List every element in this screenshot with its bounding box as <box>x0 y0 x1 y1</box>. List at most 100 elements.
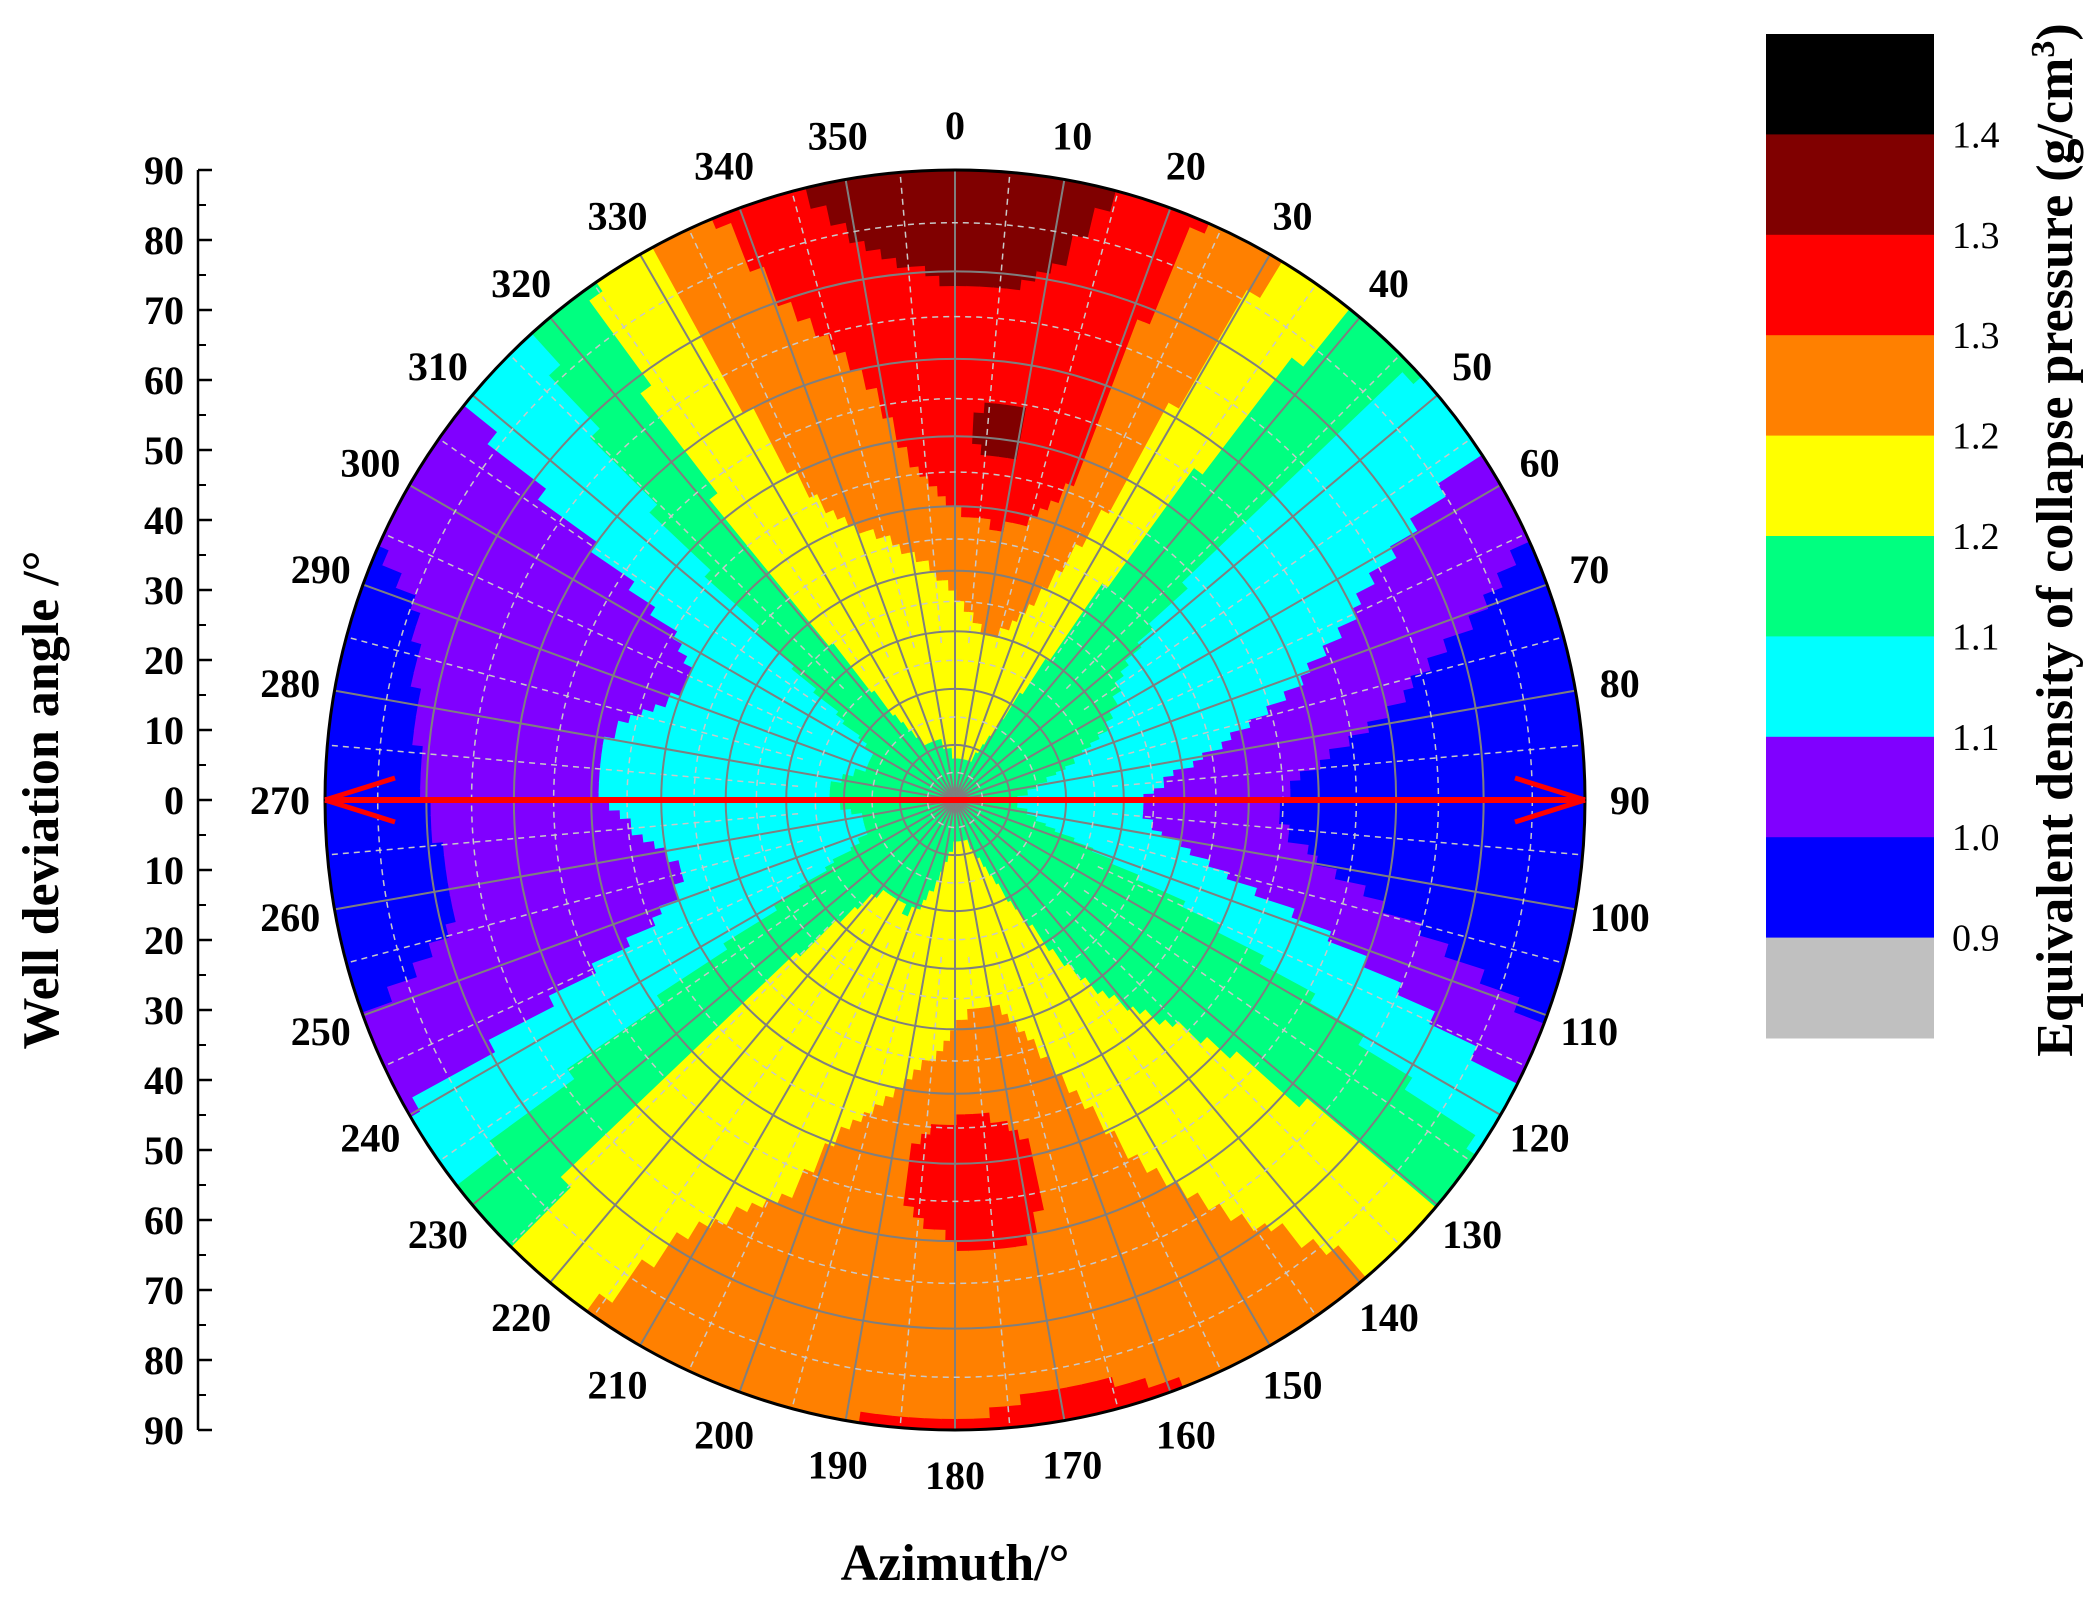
azimuth-tick-label: 230 <box>408 1212 468 1257</box>
azimuth-tick-label: 210 <box>588 1363 648 1408</box>
grid-spoke-minor <box>1083 889 1472 1162</box>
grid-spoke-minor <box>327 812 799 856</box>
deviation-tick-label: 50 <box>144 428 184 473</box>
azimuth-tick-label: 50 <box>1452 344 1492 389</box>
grid-spoke <box>954 799 1502 1116</box>
grid-spoke-minor <box>346 636 804 760</box>
deviation-tick-label: 10 <box>144 708 184 753</box>
grid-spoke-minor <box>383 533 813 735</box>
azimuth-tick-label: 130 <box>1442 1212 1502 1257</box>
colorbar-tick-label: 1.4 <box>1952 114 2000 156</box>
grid-spoke <box>954 394 1439 801</box>
grid-spoke <box>738 799 956 1393</box>
grid-spoke <box>954 583 1548 801</box>
deviation-tick-label: 20 <box>144 918 184 963</box>
colorbar-tick-label: 1.2 <box>1952 416 2000 458</box>
grid-spoke <box>954 207 1172 801</box>
grid-spoke-minor <box>1106 840 1564 964</box>
deviation-tick-label: 0 <box>164 778 184 823</box>
deviation-tick-label: 90 <box>144 148 184 193</box>
grid-spoke <box>639 799 956 1347</box>
grid-spoke <box>471 394 956 801</box>
deviation-tick-label: 70 <box>144 288 184 333</box>
polar-plot: 0 10 20 30 40 50 60 70 80 90 100 110 120 130 140 150 160… <box>250 103 1650 1498</box>
grid-spoke <box>362 583 956 801</box>
grid-spoke <box>549 799 956 1284</box>
azimuth-tick-labels: 0 10 20 30 40 50 60 70 80 90 100 110 120 130 140 150 160… <box>250 103 1650 1498</box>
deviation-tick-label: 40 <box>144 1058 184 1103</box>
grid-spoke-minor <box>383 865 813 1067</box>
deviation-tick-label: 70 <box>144 1268 184 1313</box>
azimuth-tick-label: 150 <box>1263 1363 1323 1408</box>
grid-spoke-minor <box>1044 928 1317 1317</box>
azimuth-tick-label: 340 <box>694 144 754 189</box>
azimuth-tick-label: 70 <box>1569 547 1609 592</box>
grid-spoke-minor <box>995 191 1119 649</box>
colorbar-segment <box>1766 636 1934 738</box>
deviation-tick-label: 80 <box>144 1338 184 1383</box>
azimuth-tick-label: 20 <box>1166 144 1206 189</box>
azimuth-tick-label: 0 <box>945 103 965 148</box>
grid-spoke <box>954 689 1576 801</box>
grid-spoke <box>954 179 1066 801</box>
grid-spoke-minor <box>1020 228 1222 658</box>
grid-spoke <box>408 484 956 801</box>
grid-spoke <box>639 253 956 801</box>
azimuth-tick-label: 90 <box>1610 778 1650 823</box>
azimuth-tick-label: 310 <box>408 344 468 389</box>
azimuth-tick-label: 40 <box>1369 261 1409 306</box>
grid-spoke-minor <box>1111 812 1583 856</box>
azimuth-tick-label: 240 <box>340 1116 400 1161</box>
azimuth-tick-label: 110 <box>1560 1009 1618 1054</box>
colorbar-segment <box>1766 837 1934 939</box>
grid-spoke <box>334 689 956 801</box>
grid-spoke <box>954 799 1439 1206</box>
x-axis-title: Azimuth/° <box>841 1535 1070 1592</box>
deviation-axis: 90 80 70 60 50 40 30 20 10 0 10 20 30 40 50 60 70 80 90 <box>144 148 212 1453</box>
grid-spoke <box>471 799 956 1206</box>
azimuth-tick-label: 60 <box>1520 441 1560 486</box>
azimuth-tick-label: 320 <box>491 261 551 306</box>
deviation-tick-label: 40 <box>144 498 184 543</box>
grid-spoke <box>954 799 1172 1393</box>
azimuth-tick-label: 270 <box>250 778 310 823</box>
azimuth-tick-label: 290 <box>291 547 351 592</box>
deviation-tick-label: 90 <box>144 1408 184 1453</box>
colorbar-segment <box>1766 134 1934 236</box>
grid-spoke <box>738 207 956 801</box>
azimuth-tick-label: 260 <box>260 895 320 940</box>
grid-spoke <box>954 799 1576 911</box>
colorbar-segment <box>1766 335 1934 437</box>
azimuth-tick-label: 100 <box>1590 895 1650 940</box>
colorbar-tick-label: 1.1 <box>1952 616 2000 658</box>
azimuth-tick-label: 30 <box>1273 193 1313 238</box>
grid-spoke-minor <box>1083 438 1472 711</box>
azimuth-tick-label: 170 <box>1042 1443 1102 1488</box>
colorbar-tick-label: 1.2 <box>1952 516 2000 558</box>
deviation-tick-label: 60 <box>144 1198 184 1243</box>
grid-spoke-minor <box>688 228 890 658</box>
grid-spoke-minor <box>508 910 845 1247</box>
colorbar-segment <box>1766 234 1934 336</box>
deviation-tick-label: 60 <box>144 358 184 403</box>
deviation-tick-label: 50 <box>144 1128 184 1173</box>
grid-spoke <box>954 316 1361 801</box>
grid-spoke-minor <box>1097 533 1527 735</box>
grid-spoke-minor <box>593 283 866 672</box>
colorbar: 1.4 1.3 1.3 1.2 1.2 1.1 1.1 1.0 0.9 <box>1766 34 2000 1039</box>
colorbar-title: Equivalent density of collapse pressure … <box>2025 23 2084 1056</box>
grid-spoke-minor <box>438 889 827 1162</box>
grid-spoke-minor <box>593 928 866 1317</box>
azimuth-tick-label: 80 <box>1600 661 1640 706</box>
colorbar-tick-label: 1.3 <box>1952 215 2000 257</box>
grid-spoke <box>954 799 1271 1347</box>
y-axis-title: Well deviation angle /° <box>13 551 70 1050</box>
grid-spoke-minor <box>1044 283 1317 672</box>
azimuth-tick-label: 10 <box>1052 113 1092 158</box>
deviation-tick-label: 30 <box>144 988 184 1033</box>
grid-spoke <box>954 799 1548 1017</box>
grid-spoke-minor <box>1106 636 1564 760</box>
deviation-tick-label: 30 <box>144 568 184 613</box>
grid-spoke <box>954 253 1271 801</box>
grid-spoke-minor <box>791 191 915 649</box>
